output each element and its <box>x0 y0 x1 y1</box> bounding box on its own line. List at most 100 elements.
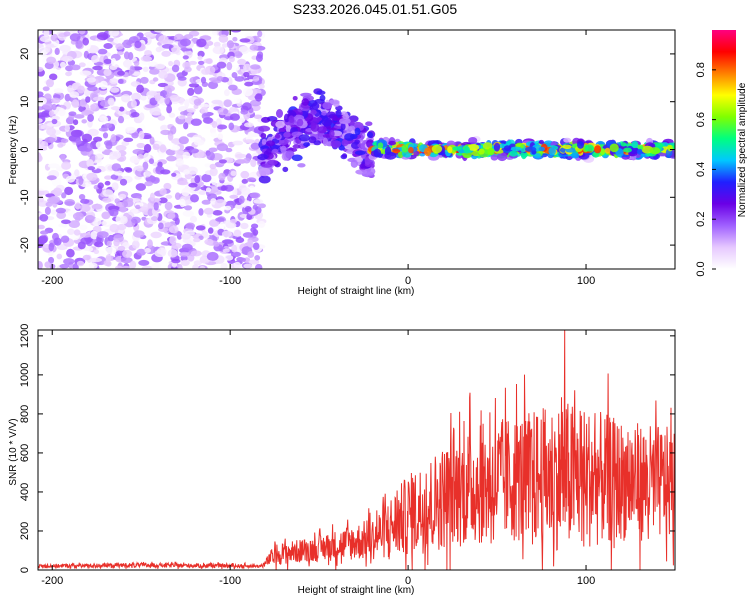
spectrogram-cell <box>103 68 112 77</box>
spectrogram-cell <box>311 116 322 122</box>
spectrogram-cell <box>69 33 81 42</box>
spectrogram-cell <box>288 115 295 123</box>
spectrogram-cell <box>46 175 57 181</box>
spectrogram-cell <box>216 143 229 152</box>
spectrogram-cell <box>166 155 177 162</box>
x-tick-label: 0 <box>405 275 411 287</box>
spectrogram-cell <box>39 35 52 43</box>
spectrogram-cell <box>250 142 260 150</box>
spectrogram-cell <box>447 146 453 154</box>
spectrogram-cell <box>138 130 145 140</box>
spectrogram-cell <box>162 39 174 45</box>
spectrogram-cell <box>186 108 196 113</box>
spectrogram-cell <box>562 144 572 149</box>
spectrogram-cell <box>184 99 190 108</box>
spectrogram-cell <box>201 199 211 205</box>
spectrogram-cell <box>85 96 91 103</box>
x-tick-label: -200 <box>41 575 63 587</box>
spectrogram-cell <box>296 118 304 127</box>
spectrogram-cell <box>73 119 79 126</box>
spectrogram-cell <box>181 243 193 251</box>
spectrogram-cell <box>212 210 223 216</box>
spectrogram-cell <box>366 131 374 138</box>
spectrogram-cell <box>38 140 45 148</box>
spectrogram-cell <box>171 172 177 177</box>
y-tick-label: -20 <box>19 237 31 253</box>
spectrogram-cell <box>72 212 84 221</box>
spectrogram-cell <box>184 205 193 211</box>
spectrogram-cell <box>167 212 176 220</box>
y-tick-label: 200 <box>19 522 31 540</box>
spectrogram-cell <box>297 163 306 168</box>
spectrogram-cell <box>243 63 252 72</box>
spectrogram-cell <box>149 136 155 145</box>
spectrogram-cell <box>104 180 111 186</box>
spectrogram-cell <box>77 85 85 94</box>
spectrogram-cell <box>144 248 151 253</box>
spectrogram-cell <box>59 44 71 52</box>
spectrogram-cell <box>182 55 189 60</box>
spectrogram-cell <box>121 94 131 103</box>
spectrogram-cell <box>563 137 571 143</box>
x-tick-label: 100 <box>577 275 595 287</box>
spectrogram-cell <box>71 82 80 90</box>
spectrogram-cell <box>55 207 66 214</box>
spectrogram-cell <box>79 70 92 76</box>
spectrogram-cell <box>38 118 43 123</box>
spectrogram-cell <box>179 115 186 120</box>
spectrogram-cell <box>216 61 227 69</box>
spectrogram-cell <box>161 44 174 49</box>
spectrogram-cell <box>228 55 235 63</box>
spectrogram-cell <box>83 142 93 152</box>
spectrogram-cell <box>182 210 194 217</box>
spectrogram-cell <box>525 146 537 152</box>
spectrogram-cell <box>46 127 57 136</box>
spectrogram-cell <box>135 165 144 172</box>
spectrogram-cell <box>118 78 124 84</box>
spectrogram-cell <box>377 142 384 149</box>
spectrogram-cell <box>243 71 250 78</box>
spectrogram-cell <box>220 262 228 269</box>
spectrogram-cell <box>463 146 470 154</box>
x-tick-label: 100 <box>577 575 595 587</box>
spectrogram-cell <box>257 30 263 38</box>
spectrogram-cell <box>169 235 177 245</box>
spectrogram-cell <box>117 70 125 76</box>
spectrogram-cell <box>63 31 71 37</box>
y-tick-label: 400 <box>19 483 31 501</box>
spectrogram-cell <box>223 99 232 108</box>
spectrogram-cell <box>115 43 124 50</box>
spectrogram-cell <box>113 170 124 176</box>
spectrogram-cell <box>144 181 153 187</box>
colorbar: 0.0 0.2 0.4 0.6 0.8 Normalized spectral ampl… <box>695 30 748 277</box>
spectrogram-cell <box>137 154 144 160</box>
x-tick-label: -100 <box>219 275 241 287</box>
spectrogram-cell <box>242 87 254 97</box>
spectrogram-cell <box>159 188 167 196</box>
spectrogram-cell <box>122 249 133 258</box>
spectrogram-cell <box>56 211 67 220</box>
spectrogram-cell <box>71 99 80 109</box>
spectrogram-cell <box>120 257 133 264</box>
spectrogram-cell <box>38 235 48 244</box>
spectrogram-cell <box>64 186 74 196</box>
y-tick-label: 10 <box>19 96 31 108</box>
spectrogram-cell <box>257 220 266 228</box>
spectrogram-cell <box>285 125 292 133</box>
spectrogram-cell <box>60 235 70 243</box>
spectrogram-cell <box>187 253 195 262</box>
spectrogram-cell <box>61 192 67 199</box>
spectrogram-cell <box>604 147 611 154</box>
spectrogram-cell <box>148 158 155 165</box>
spectrogram-cell <box>56 253 63 260</box>
y-tick-label: 0 <box>19 146 31 152</box>
spectrogram-cell <box>90 104 96 111</box>
spectrogram-cell <box>335 109 342 118</box>
spectrogram-cell <box>214 199 227 207</box>
spectrogram-cell <box>300 92 312 97</box>
spectrogram-cell <box>139 112 145 121</box>
spectrogram-cell <box>123 51 130 60</box>
spectrogram-cell <box>160 124 168 130</box>
spectrogram-cell <box>155 165 162 172</box>
spectrogram-heatmap <box>38 30 675 269</box>
